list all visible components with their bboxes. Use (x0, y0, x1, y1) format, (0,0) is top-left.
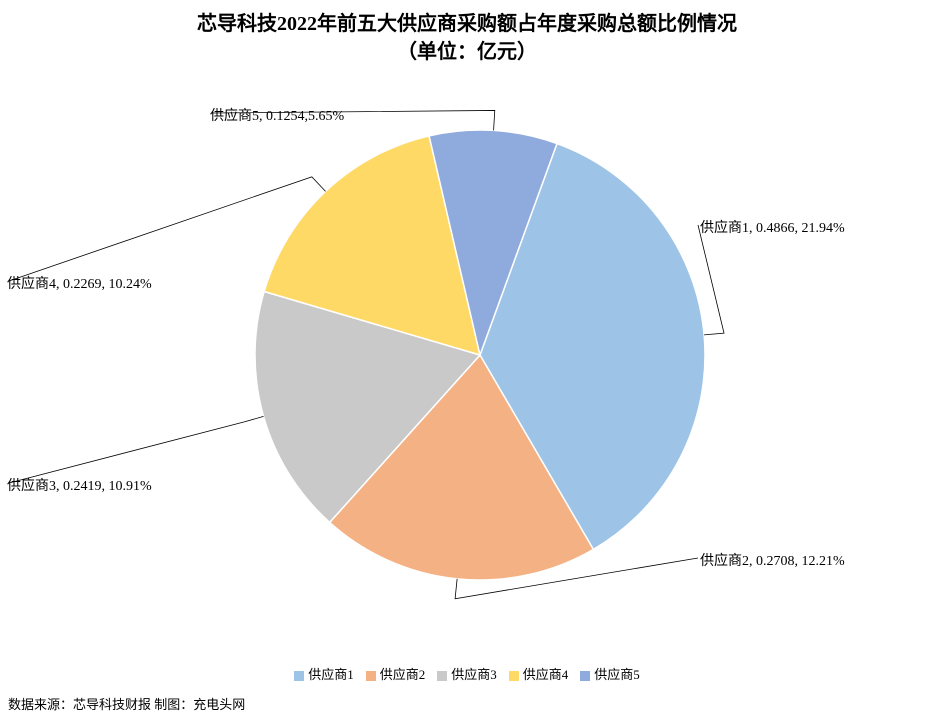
pie-chart (255, 130, 705, 580)
title-line-1: 芯导科技2022年前五大供应商采购额占年度采购总额比例情况 (0, 10, 934, 38)
title-line-2: （单位：亿元） (0, 38, 934, 66)
legend-item: 供应商5 (580, 664, 640, 683)
slice-data-label: 供应商4, 0.2269, 10.24% (7, 273, 152, 293)
legend-item: 供应商4 (509, 664, 569, 683)
leader-line (9, 416, 264, 483)
legend-item: 供应商1 (294, 664, 354, 683)
legend-label: 供应商1 (308, 667, 354, 682)
slice-data-label: 供应商3, 0.2419, 10.91% (7, 475, 152, 495)
pie-svg (255, 130, 705, 580)
legend-swatch (437, 671, 447, 681)
legend-swatch (580, 671, 590, 681)
legend-item: 供应商2 (366, 664, 426, 683)
legend-label: 供应商2 (380, 667, 426, 682)
legend: 供应商1 供应商2 供应商3 供应商4 供应商5 (0, 664, 934, 683)
legend-swatch (366, 671, 376, 681)
slice-data-label: 供应商1, 0.4866, 21.94% (700, 217, 845, 237)
legend-label: 供应商3 (451, 667, 497, 682)
source-attribution: 数据来源：芯导科技财报 制图：充电头网 (8, 694, 245, 713)
legend-item: 供应商3 (437, 664, 497, 683)
slice-data-label: 供应商5, 0.1254,5.65% (210, 105, 344, 125)
legend-swatch (509, 671, 519, 681)
chart-container: 芯导科技2022年前五大供应商采购额占年度采购总额比例情况 （单位：亿元） 供应… (0, 0, 934, 721)
slice-data-label: 供应商2, 0.2708, 12.21% (700, 550, 845, 570)
legend-label: 供应商4 (523, 667, 569, 682)
chart-title: 芯导科技2022年前五大供应商采购额占年度采购总额比例情况 （单位：亿元） (0, 10, 934, 66)
legend-swatch (294, 671, 304, 681)
legend-label: 供应商5 (594, 667, 640, 682)
